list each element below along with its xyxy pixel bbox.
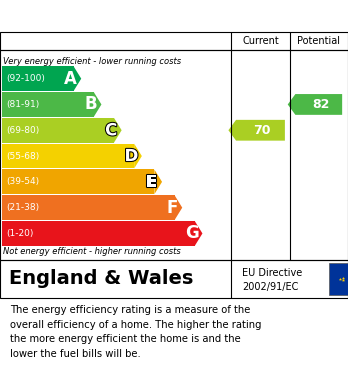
Bar [2,118,114,143]
Bar [2,221,195,246]
Text: E: E [146,173,157,191]
Text: D: D [125,147,138,165]
Text: (92-100): (92-100) [6,74,45,83]
Text: Very energy efficient - lower running costs: Very energy efficient - lower running co… [3,57,182,66]
Text: A: A [64,70,77,88]
Text: 70: 70 [253,124,271,137]
Text: (81-91): (81-91) [6,100,39,109]
Text: G: G [185,224,199,242]
Bar [2,169,155,194]
Bar [2,66,73,91]
Text: F: F [166,199,177,217]
Bar [2,143,134,169]
Text: Not energy efficient - higher running costs: Not energy efficient - higher running co… [3,247,181,256]
Polygon shape [175,195,182,220]
Polygon shape [134,143,142,169]
Text: 82: 82 [312,98,329,111]
Polygon shape [228,120,285,141]
Text: (39-54): (39-54) [6,178,39,187]
Text: C: C [105,121,117,139]
Polygon shape [195,221,203,246]
Polygon shape [114,118,122,143]
Text: B: B [85,95,97,113]
Polygon shape [155,169,162,194]
Text: The energy efficiency rating is a measure of the
overall efficiency of a home. T: The energy efficiency rating is a measur… [10,305,262,359]
Text: (69-80): (69-80) [6,126,39,135]
Polygon shape [288,94,342,115]
Text: Energy Efficiency Rating: Energy Efficiency Rating [10,9,220,23]
Text: (1-20): (1-20) [6,229,33,238]
Text: Current: Current [242,36,279,46]
Polygon shape [73,66,81,91]
Text: (55-68): (55-68) [6,152,39,161]
Text: Potential: Potential [297,36,340,46]
Text: EU Directive: EU Directive [242,268,302,278]
Text: (21-38): (21-38) [6,203,39,212]
Bar [2,195,175,220]
Polygon shape [94,92,101,117]
Text: 2002/91/EC: 2002/91/EC [242,282,298,292]
Bar [329,263,348,295]
Bar [2,92,94,117]
Text: England & Wales: England & Wales [9,269,193,289]
